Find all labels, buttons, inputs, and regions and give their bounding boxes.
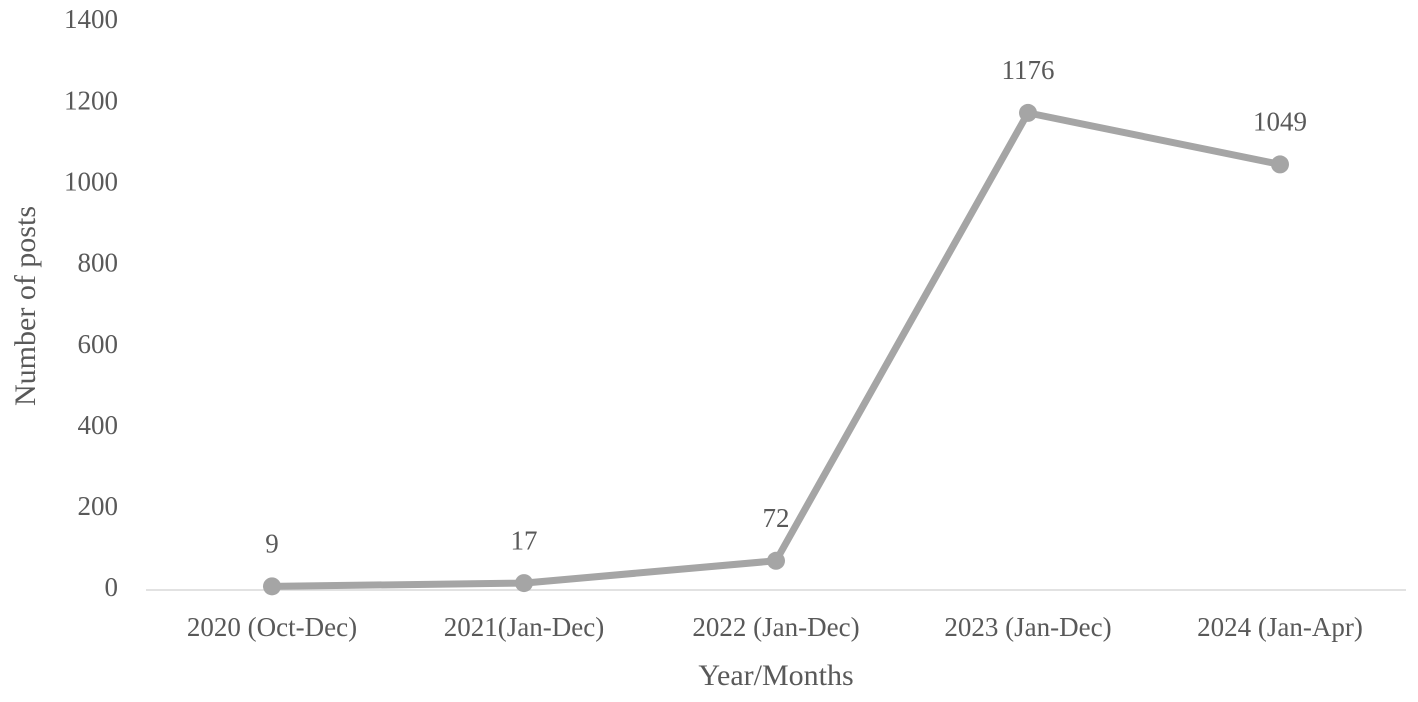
y-tick-label: 400 xyxy=(78,410,119,440)
y-tick-label: 1400 xyxy=(64,4,118,34)
x-tick-label: 2021(Jan-Dec) xyxy=(444,612,604,642)
y-axis-title: Number of posts xyxy=(9,206,42,406)
x-tick-label: 2020 (Oct-Dec) xyxy=(187,612,357,642)
data-label: 9 xyxy=(265,529,279,559)
x-tick-label: 2023 (Jan-Dec) xyxy=(944,612,1111,642)
x-tick-label: 2022 (Jan-Dec) xyxy=(692,612,859,642)
point xyxy=(767,551,785,570)
y-tick-label: 800 xyxy=(78,248,119,278)
point xyxy=(1019,103,1037,122)
point xyxy=(263,577,281,596)
x-tick-label: 2024 (Jan-Apr) xyxy=(1197,612,1363,642)
data-label: 1176 xyxy=(1002,55,1055,85)
y-tick-label: 200 xyxy=(78,491,119,521)
x-axis-title: Year/Months xyxy=(698,659,853,692)
point xyxy=(515,574,533,593)
y-tick-label: 0 xyxy=(105,572,119,602)
y-tick-label: 1000 xyxy=(64,166,118,196)
point xyxy=(1271,155,1289,174)
data-label: 17 xyxy=(511,525,538,555)
data-label: 1049 xyxy=(1253,107,1307,137)
y-tick-label: 600 xyxy=(78,329,119,359)
y-tick-label: 1200 xyxy=(64,85,118,115)
data-label: 72 xyxy=(763,503,790,533)
